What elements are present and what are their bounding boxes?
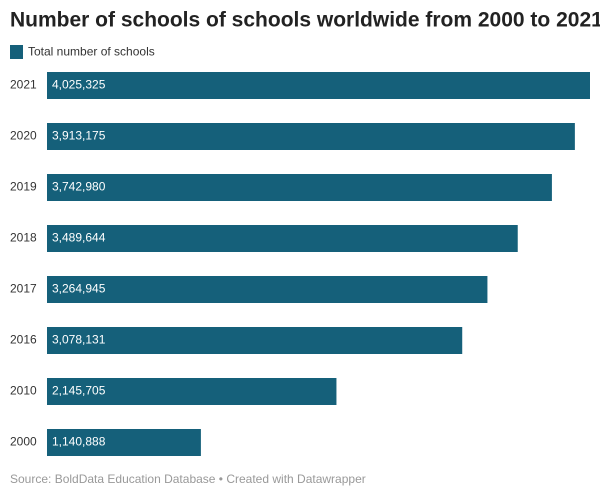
value-label: 3,489,644 (52, 231, 106, 245)
value-label: 3,742,980 (52, 180, 106, 194)
value-label: 3,078,131 (52, 333, 106, 347)
chart-title: Number of schools of schools worldwide f… (10, 9, 600, 32)
bar (47, 327, 463, 354)
source-note: Source: BoldData Education Database • Cr… (10, 472, 366, 486)
y-tick-label: 2016 (10, 333, 37, 347)
value-label: 1,140,888 (52, 435, 106, 449)
bar (47, 225, 518, 252)
y-tick-label: 2019 (10, 180, 37, 194)
value-label: 3,264,945 (52, 282, 106, 296)
y-tick-label: 2010 (10, 384, 37, 398)
bar (47, 429, 201, 456)
bar (47, 123, 575, 150)
legend-label: Total number of schools (28, 45, 155, 59)
value-label: 3,913,175 (52, 129, 106, 143)
y-tick-label: 2000 (10, 435, 37, 449)
y-tick-label: 2020 (10, 129, 37, 143)
value-label: 4,025,325 (52, 78, 106, 92)
bar (47, 276, 488, 303)
value-label: 2,145,705 (52, 384, 106, 398)
y-tick-label: 2018 (10, 231, 37, 245)
y-tick-label: 2017 (10, 282, 37, 296)
bar (47, 174, 552, 201)
bar (47, 72, 590, 99)
bar (47, 378, 337, 405)
legend-swatch (10, 45, 23, 59)
y-tick-label: 2021 (10, 78, 37, 92)
